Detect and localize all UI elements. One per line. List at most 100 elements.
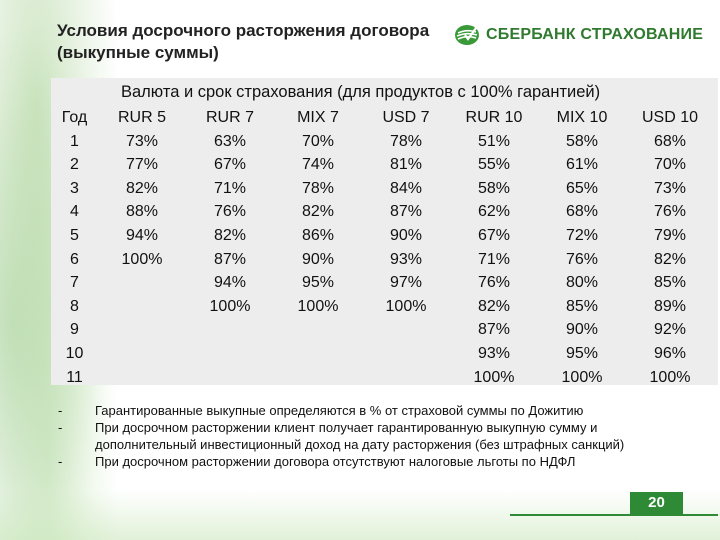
value-cell: 71% [477,250,511,268]
year-cell: 2 [70,156,79,174]
value-cell: 73% [125,132,159,150]
value-cell: 65% [565,179,599,197]
value-cell: 87% [389,203,423,221]
value-cell [98,295,186,319]
value-cell: 67% [213,156,247,174]
table-row: 3 82% 71% 78% 84% 58% 65% 73% [51,177,714,201]
value-cell: 87% [477,321,511,339]
value-cell [274,342,362,366]
value-cell: 90% [301,250,335,268]
year-cell: 11 [66,368,83,386]
table-header-cell: USD 10 [641,109,699,126]
value-cell: 89% [653,297,687,315]
value-cell: 74% [301,156,335,174]
table-row: 7 94% 95% 97% 76% 80% 85% [51,271,714,295]
note-line: Гарантированные выкупные определяются в … [95,403,584,418]
value-cell: 76% [213,203,247,221]
value-cell: 92% [653,321,687,339]
note-line: При досрочном расторжении клиент получае… [95,420,598,435]
value-cell: 95% [565,344,599,362]
table-row: 4 88% 76% 82% 87% 62% 68% 76% [51,200,714,224]
value-cell: 90% [389,226,423,244]
value-cell: 100% [473,368,515,386]
value-cell: 68% [653,132,687,150]
table-row: 10 93% 95% 96% [51,342,714,366]
value-cell: 62% [477,203,511,221]
value-cell [186,366,274,390]
value-cell [362,366,450,390]
value-cell: 76% [653,203,687,221]
value-cell: 70% [301,132,335,150]
note-item: - При досрочном расторжении договора отсу… [58,453,718,470]
value-cell: 76% [565,250,599,268]
page-title: Условия досрочного расторжения договора … [57,21,430,62]
value-cell: 90% [565,321,599,339]
value-cell: 51% [477,132,511,150]
table-header-row: Год RUR 5 RUR 7 MIX 7 USD 7 RUR 10 MIX 10 USD 1… [51,106,714,130]
value-cell: 93% [477,344,511,362]
value-cell: 85% [653,274,687,292]
value-cell: 76% [477,274,511,292]
value-cell: 78% [389,132,423,150]
table-header-cell: MIX 10 [556,109,608,126]
note-bullet: - [58,403,63,418]
value-cell: 86% [301,226,335,244]
note-line: дополнительный инвестиционный доход на д… [95,437,625,452]
value-cell [274,366,362,390]
table-header-cell: Год [61,109,88,126]
page-number-underline [510,514,718,516]
value-cell [98,342,186,366]
value-cell: 82% [653,250,687,268]
value-cell: 94% [125,226,159,244]
value-cell: 77% [125,156,159,174]
sberbank-logo: СБЕРБАНК СТРАХОВАНИЕ [454,24,703,46]
value-cell: 68% [565,203,599,221]
logo-text: СБЕРБАНК СТРАХОВАНИЕ [486,26,704,43]
value-cell [362,342,450,366]
value-cell: 72% [565,226,599,244]
table-header-cell: MIX 7 [297,109,339,126]
table-row: 2 77% 67% 74% 81% 55% 61% 70% [51,153,714,177]
table-header-cell: USD 7 [382,109,430,126]
value-cell: 87% [213,250,247,268]
year-cell: 1 [70,132,79,150]
note-item: - Гарантированные выкупные определяются в… [58,402,718,419]
table-header-cell: RUR 7 [205,109,254,126]
value-cell: 100% [561,368,603,386]
year-cell: 6 [70,250,79,268]
redemption-table: Год RUR 5 RUR 7 MIX 7 USD 7 RUR 10 MIX 10 USD 1… [51,106,714,389]
table-row: 8 100% 100% 100% 82% 85% 89% [51,295,714,319]
value-cell: 81% [389,156,423,174]
year-cell: 10 [65,344,84,362]
value-cell: 100% [385,297,427,315]
value-cell [186,318,274,342]
page-number: 20 [630,492,683,514]
note-text: При досрочном расторжении договора отсут… [95,453,575,470]
note-text: Гарантированные выкупные определяются в … [95,402,583,419]
value-cell: 58% [565,132,599,150]
table-header-cell: RUR 10 [465,109,523,126]
value-cell [362,318,450,342]
value-cell: 82% [213,226,247,244]
value-cell: 61% [565,156,599,174]
value-cell: 71% [213,179,247,197]
value-cell: 96% [653,344,687,362]
note-bullet: - [58,420,63,435]
value-cell: 55% [477,156,511,174]
year-cell: 7 [70,274,79,292]
value-cell: 80% [565,274,599,292]
value-cell: 82% [125,179,159,197]
value-cell: 78% [301,179,335,197]
value-cell: 67% [477,226,511,244]
value-cell [186,342,274,366]
value-cell: 93% [389,250,423,268]
value-cell [274,318,362,342]
sberbank-leaf-icon [455,25,479,45]
year-cell: 3 [70,179,79,197]
value-cell: 70% [653,156,687,174]
year-cell: 5 [70,226,79,244]
value-cell: 85% [565,297,599,315]
table-row: 11 100% 100% 100% [51,366,714,390]
table-row: 1 73% 63% 70% 78% 51% 58% 68% [51,130,714,154]
value-cell: 100% [297,297,339,315]
